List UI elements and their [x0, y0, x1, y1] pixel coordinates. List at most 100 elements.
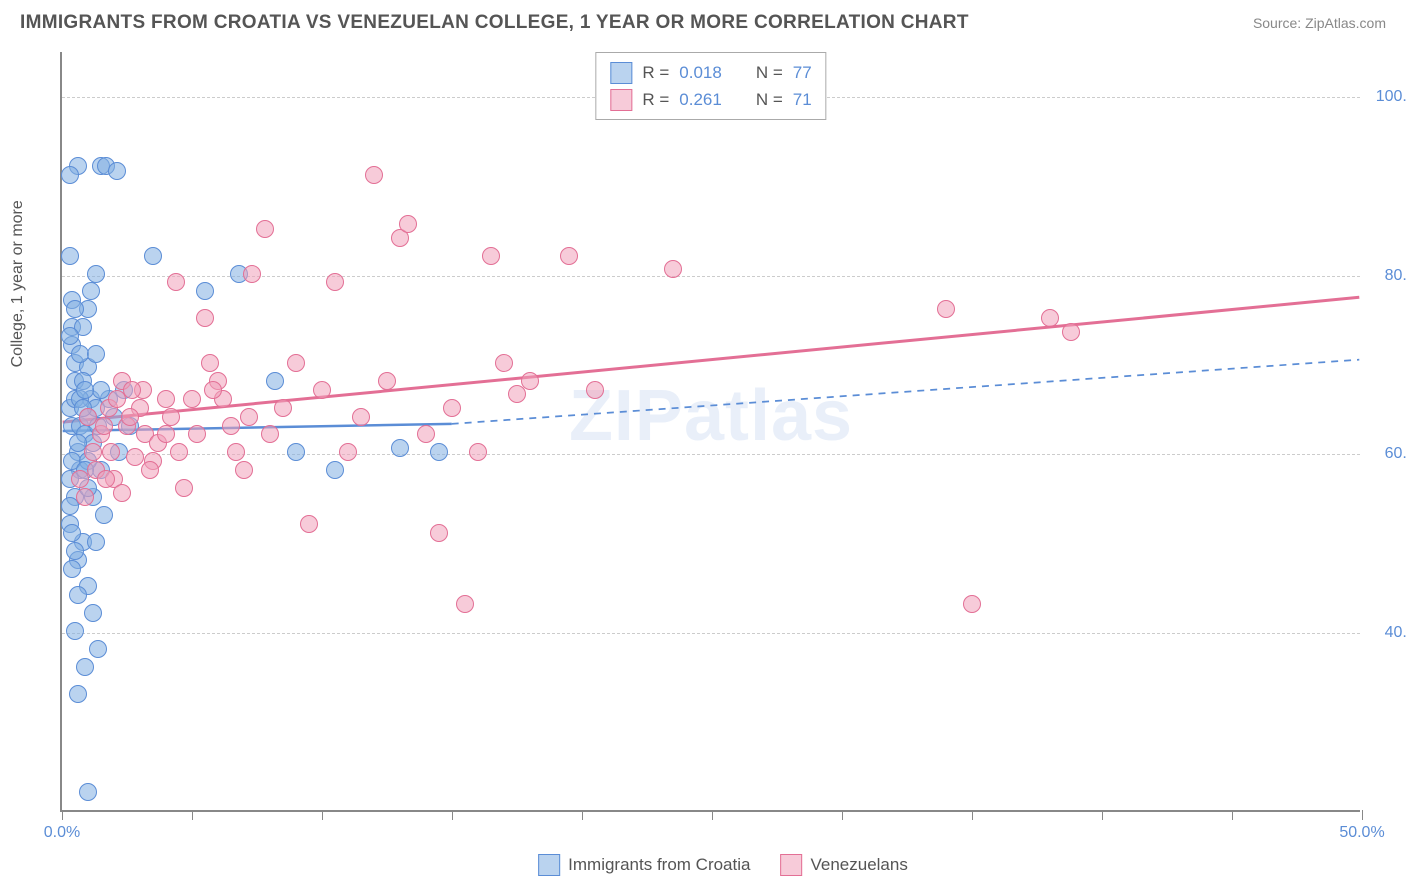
legend-series-item: Venezuelans	[780, 854, 907, 876]
legend-swatch	[780, 854, 802, 876]
data-point-venezuelan	[399, 215, 417, 233]
y-axis-title: College, 1 year or more	[9, 200, 27, 367]
x-tick	[582, 810, 583, 820]
gridline	[62, 633, 1360, 634]
data-point-venezuelan	[443, 399, 461, 417]
data-point-croatia	[76, 381, 94, 399]
x-tick-label: 0.0%	[44, 824, 80, 842]
legend-r-value: 0.261	[679, 86, 722, 113]
data-point-croatia	[87, 345, 105, 363]
data-point-venezuelan	[113, 484, 131, 502]
data-point-venezuelan	[102, 443, 120, 461]
legend-stats-row: R = 0.018 N = 77	[610, 59, 811, 86]
data-point-venezuelan	[664, 260, 682, 278]
data-point-venezuelan	[482, 247, 500, 265]
legend-n-value: 71	[793, 86, 812, 113]
data-point-venezuelan	[71, 470, 89, 488]
legend-r-value: 0.018	[679, 59, 722, 86]
data-point-venezuelan	[417, 425, 435, 443]
watermark: ZIPatlas	[569, 375, 853, 457]
source-label: Source: ZipAtlas.com	[1253, 15, 1386, 31]
legend-n-value: 77	[793, 59, 812, 86]
legend-series: Immigrants from Croatia Venezuelans	[538, 854, 908, 876]
x-tick	[322, 810, 323, 820]
data-point-croatia	[69, 586, 87, 604]
data-point-croatia	[430, 443, 448, 461]
data-point-croatia	[87, 533, 105, 551]
data-point-venezuelan	[521, 372, 539, 390]
data-point-venezuelan	[339, 443, 357, 461]
chart-title: IMMIGRANTS FROM CROATIA VS VENEZUELAN CO…	[20, 12, 969, 34]
x-tick	[842, 810, 843, 820]
legend-series-label: Immigrants from Croatia	[568, 855, 750, 875]
data-point-croatia	[69, 685, 87, 703]
legend-r-label: R =	[642, 86, 669, 113]
data-point-venezuelan	[300, 515, 318, 533]
data-point-venezuelan	[243, 265, 261, 283]
y-tick-label: 40.0%	[1385, 624, 1406, 642]
data-point-venezuelan	[378, 372, 396, 390]
data-point-croatia	[66, 300, 84, 318]
data-point-venezuelan	[222, 417, 240, 435]
data-point-venezuelan	[1062, 323, 1080, 341]
data-point-croatia	[84, 604, 102, 622]
data-point-venezuelan	[227, 443, 245, 461]
data-point-venezuelan	[235, 461, 253, 479]
data-point-venezuelan	[430, 524, 448, 542]
legend-n-label: N =	[756, 86, 783, 113]
legend-swatch	[538, 854, 560, 876]
x-tick	[192, 810, 193, 820]
data-point-venezuelan	[157, 390, 175, 408]
data-point-croatia	[63, 524, 81, 542]
legend-stats: R = 0.018 N = 77 R = 0.261 N = 71	[595, 52, 826, 120]
legend-swatch	[610, 89, 632, 111]
data-point-venezuelan	[365, 166, 383, 184]
data-point-croatia	[82, 282, 100, 300]
data-point-venezuelan	[287, 354, 305, 372]
data-point-croatia	[108, 162, 126, 180]
data-point-venezuelan	[84, 443, 102, 461]
data-point-croatia	[287, 443, 305, 461]
data-point-venezuelan	[126, 448, 144, 466]
data-point-croatia	[89, 640, 107, 658]
data-point-venezuelan	[1041, 309, 1059, 327]
data-point-venezuelan	[256, 220, 274, 238]
data-point-venezuelan	[508, 385, 526, 403]
x-tick	[1362, 810, 1363, 820]
data-point-venezuelan	[196, 309, 214, 327]
data-point-venezuelan	[456, 595, 474, 613]
data-point-croatia	[61, 166, 79, 184]
data-point-croatia	[66, 542, 84, 560]
y-tick-label: 80.0%	[1385, 267, 1406, 285]
data-point-croatia	[79, 783, 97, 801]
data-point-croatia	[87, 265, 105, 283]
legend-series-label: Venezuelans	[810, 855, 907, 875]
y-tick-label: 100.0%	[1376, 88, 1406, 106]
data-point-venezuelan	[313, 381, 331, 399]
data-point-venezuelan	[157, 425, 175, 443]
data-point-venezuelan	[937, 300, 955, 318]
x-tick	[1102, 810, 1103, 820]
data-point-croatia	[63, 560, 81, 578]
plot-area: ZIPatlas R = 0.018 N = 77 R = 0.261 N = …	[60, 52, 1360, 812]
legend-stats-row: R = 0.261 N = 71	[610, 86, 811, 113]
x-tick	[712, 810, 713, 820]
legend-series-item: Immigrants from Croatia	[538, 854, 750, 876]
data-point-venezuelan	[586, 381, 604, 399]
data-point-croatia	[95, 506, 113, 524]
legend-swatch	[610, 62, 632, 84]
data-point-croatia	[76, 658, 94, 676]
data-point-venezuelan	[167, 273, 185, 291]
data-point-venezuelan	[95, 417, 113, 435]
data-point-venezuelan	[76, 488, 94, 506]
data-point-venezuelan	[170, 443, 188, 461]
chart-container: College, 1 year or more ZIPatlas R = 0.0…	[60, 42, 1386, 842]
x-tick-label: 50.0%	[1339, 824, 1384, 842]
data-point-venezuelan	[121, 408, 139, 426]
data-point-venezuelan	[201, 354, 219, 372]
data-point-croatia	[61, 327, 79, 345]
data-point-venezuelan	[240, 408, 258, 426]
data-point-venezuelan	[261, 425, 279, 443]
x-tick	[62, 810, 63, 820]
data-point-venezuelan	[204, 381, 222, 399]
